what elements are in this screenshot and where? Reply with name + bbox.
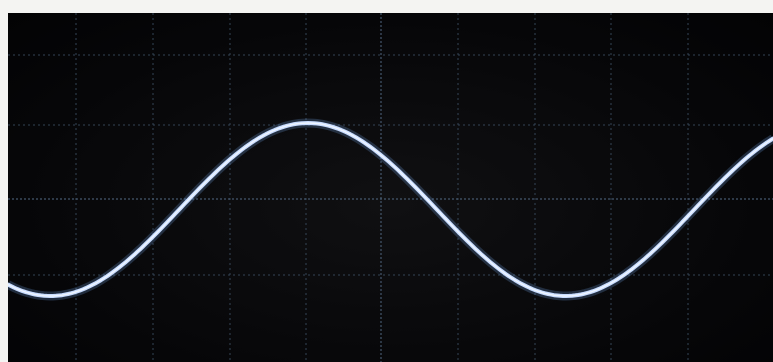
oscilloscope-screen bbox=[8, 13, 773, 362]
oscilloscope-display bbox=[8, 13, 773, 362]
graticule-grid bbox=[8, 13, 773, 362]
waveform-trace-core bbox=[8, 122, 773, 297]
waveform-trace-glow bbox=[8, 118, 773, 301]
